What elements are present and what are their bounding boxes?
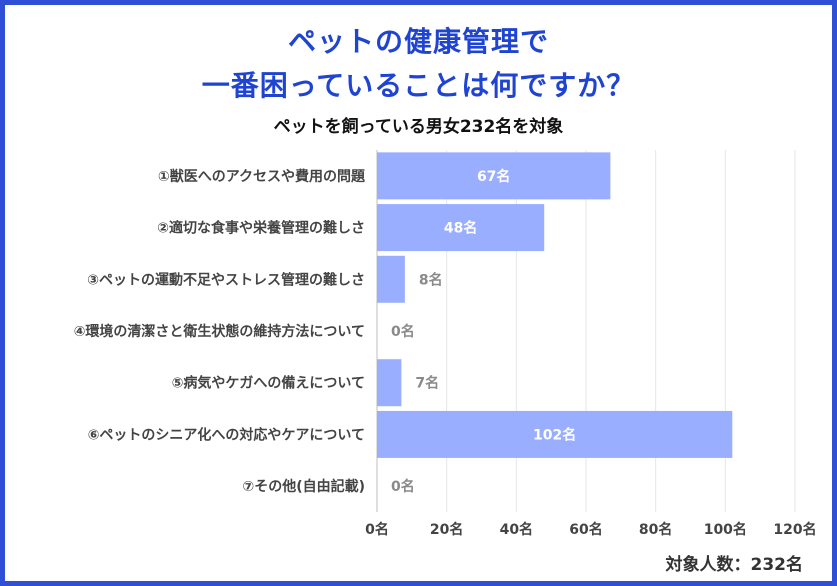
x-tick-label: 80名 [639,521,672,538]
x-tick-label: 120名 [773,521,816,538]
bar [377,152,611,200]
bar [377,359,402,407]
chart-title-line2: 一番困っていることは何ですか？ [201,69,636,102]
x-tick-label: 20名 [430,521,463,538]
category-label: ⑤病気やケガへの備えについて [172,375,365,392]
chart-subtitle: ペットを飼っている男女232名を対象 [273,117,564,137]
category-label: ②適切な食事や栄養管理の難しさ [157,220,365,237]
category-label: ①獣医へのアクセスや費用の問題 [158,168,366,185]
category-label: ④環境の清潔さと衛生状態の維持方法について [74,323,365,340]
x-tick-label: 0名 [365,521,389,538]
x-tick-label: 100名 [704,521,747,538]
bar [377,255,405,303]
data-label: 67名 [477,168,510,185]
category-label: ⑦その他(自由記載) [242,478,365,495]
x-tick-label: 60名 [569,521,602,538]
bar [377,410,733,458]
category-label: ③ペットの運動不足やストレス管理の難しさ [87,271,365,288]
data-label: 48名 [444,220,477,237]
bar [377,204,545,252]
data-label: 0名 [391,323,415,340]
total-respondents: 対象人数：232名 [665,555,804,575]
data-label: 7名 [415,375,439,392]
chart-title-line1: ペットの健康管理で [287,25,549,58]
data-label: 0名 [391,478,415,495]
x-tick-label: 40名 [500,521,533,538]
data-label: 102名 [533,426,576,443]
data-label: 8名 [419,271,443,288]
category-label: ⑥ペットのシニア化への対応やケアについて [88,426,365,443]
